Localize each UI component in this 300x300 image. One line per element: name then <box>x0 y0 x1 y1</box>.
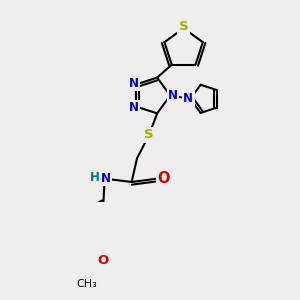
Text: O: O <box>98 254 109 267</box>
Text: N: N <box>128 76 138 90</box>
Text: O: O <box>158 171 170 186</box>
Text: H: H <box>89 171 99 184</box>
Text: N: N <box>128 101 138 114</box>
Text: N: N <box>101 172 111 185</box>
Text: S: S <box>179 20 188 33</box>
Text: S: S <box>144 128 154 141</box>
Text: N: N <box>183 92 193 105</box>
Text: N: N <box>168 89 178 102</box>
Text: CH₃: CH₃ <box>76 279 97 289</box>
